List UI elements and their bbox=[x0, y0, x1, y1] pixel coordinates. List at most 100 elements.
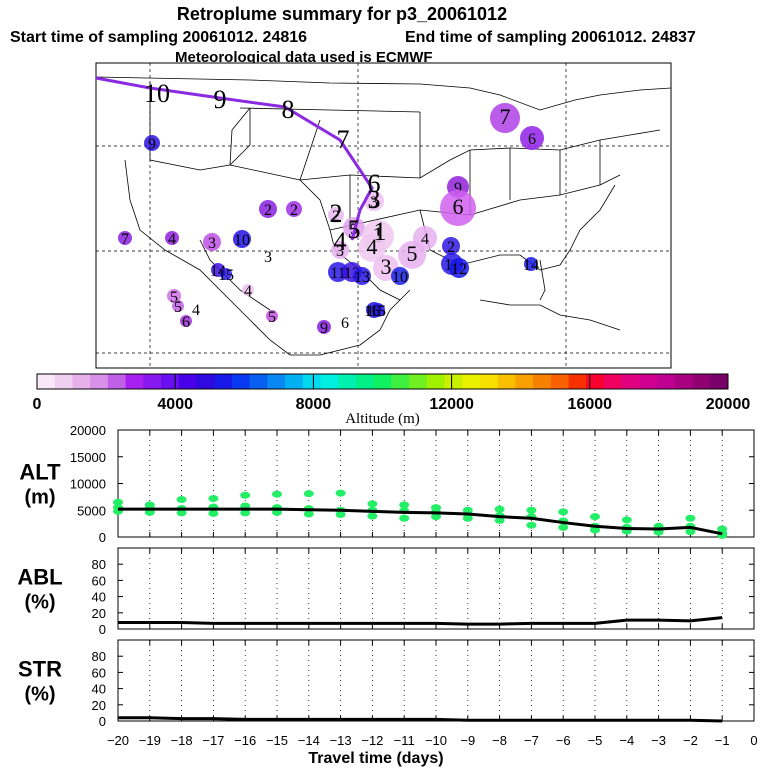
x-tick-label: −11 bbox=[394, 733, 415, 748]
plume-marker: 3 bbox=[331, 241, 349, 260]
plume-marker-label: 9 bbox=[320, 320, 328, 337]
plume-marker-circle bbox=[286, 201, 302, 217]
y-tick-label: 20000 bbox=[70, 423, 106, 438]
colorbar-swatch bbox=[373, 374, 392, 389]
x-tick-label: −4 bbox=[619, 733, 634, 748]
plume-marker: 6 bbox=[520, 126, 544, 150]
colorbar-swatch bbox=[426, 374, 446, 389]
plume-marker-label: 2 bbox=[290, 202, 298, 219]
alt-point bbox=[335, 511, 346, 519]
panel-ylabel: STR bbox=[18, 657, 62, 682]
alt-mean-line bbox=[118, 507, 723, 536]
plume-marker-label: 7 bbox=[121, 231, 129, 248]
plume-marker-circle bbox=[442, 237, 460, 255]
plume-marker-circle bbox=[317, 320, 331, 334]
trajectory-day-label: 7 bbox=[337, 125, 350, 154]
plume-marker-circle bbox=[118, 231, 132, 245]
alt-point bbox=[494, 516, 505, 524]
time-series-panels: 05000100001500020000ALT(m)020406080ABL(%… bbox=[17, 423, 757, 767]
plume-marker-label: 2 bbox=[332, 208, 340, 225]
colorbar-swatch bbox=[603, 374, 623, 389]
colorbar-tick-label: 16000 bbox=[568, 396, 613, 413]
colorbar-swatch bbox=[178, 374, 197, 389]
plume-marker: 9 bbox=[317, 320, 331, 337]
plume-marker-circle bbox=[167, 289, 181, 303]
trajectory-day-label: 10 bbox=[144, 79, 170, 108]
y-tick-label: 0 bbox=[99, 622, 106, 637]
alt-point bbox=[399, 501, 410, 509]
colorbar-tick-label: 0 bbox=[33, 396, 42, 413]
plume-marker-label: 3 bbox=[208, 235, 216, 252]
y-tick-label: 80 bbox=[92, 557, 106, 572]
alt-point bbox=[335, 489, 346, 497]
plume-marker: 15 bbox=[370, 303, 386, 320]
colorbar-swatch bbox=[391, 374, 410, 389]
colorbar-swatch bbox=[409, 374, 428, 389]
plume-marker-label: 4 bbox=[244, 283, 252, 300]
alt-point bbox=[558, 523, 569, 531]
alt-point bbox=[367, 512, 378, 520]
plume-marker: 5 bbox=[172, 299, 184, 316]
plume-marker-circle bbox=[371, 303, 385, 317]
met-source: Meteorological data used is ECMWF bbox=[175, 49, 433, 66]
plume-marker-label: 6 bbox=[528, 131, 536, 148]
y-tick-label: 20 bbox=[92, 698, 106, 713]
x-tick-label: −7 bbox=[524, 733, 539, 748]
colorbar-swatch bbox=[479, 374, 499, 389]
y-tick-label: 20 bbox=[92, 606, 106, 621]
plume-marker-circle bbox=[220, 268, 232, 280]
colorbar-tick-label: 20000 bbox=[706, 396, 751, 413]
plume-marker-circle bbox=[490, 103, 520, 133]
x-tick-label: −13 bbox=[330, 733, 352, 748]
plume-marker-label: 1 bbox=[373, 222, 384, 247]
colorbar-swatch bbox=[674, 374, 694, 389]
colorbar-swatch bbox=[107, 374, 127, 389]
colorbar-swatch bbox=[692, 374, 711, 389]
plume-marker-label: 3 bbox=[336, 243, 344, 260]
plume-marker-label: 5 bbox=[407, 241, 418, 266]
alt-point bbox=[653, 528, 664, 536]
alt-point bbox=[685, 514, 696, 522]
alt-point bbox=[240, 491, 251, 499]
plume-markers: 7699622327431035143453211121310111214151… bbox=[118, 103, 544, 337]
plume-marker: 15 bbox=[218, 267, 234, 284]
plume-marker: 2 bbox=[442, 237, 460, 256]
alt-point bbox=[462, 514, 473, 522]
y-tick-label: 40 bbox=[92, 590, 106, 605]
plume-marker-label: 3 bbox=[370, 194, 378, 211]
plume-marker: 14 bbox=[523, 257, 539, 274]
x-tick-label: −5 bbox=[588, 733, 603, 748]
plume-marker-label: 5 bbox=[174, 299, 182, 316]
x-tick-label: −8 bbox=[492, 733, 507, 748]
trajectory-day-label: 4 bbox=[334, 227, 347, 256]
alt-point bbox=[494, 505, 505, 513]
plume-marker: 3 bbox=[264, 249, 272, 266]
plume-marker-label: 12 bbox=[451, 261, 467, 278]
y-tick-label: 40 bbox=[92, 682, 106, 697]
plume-marker-label: 11 bbox=[330, 265, 345, 282]
y-tick-label: 60 bbox=[92, 665, 106, 680]
x-tick-label: −18 bbox=[171, 733, 193, 748]
plume-marker-label: 6 bbox=[182, 314, 190, 331]
alt-point bbox=[208, 494, 219, 502]
plume-marker-circle bbox=[398, 241, 426, 269]
alt-point bbox=[431, 513, 441, 521]
plume-marker-label: 15 bbox=[218, 267, 234, 284]
colorbar-swatch bbox=[143, 374, 162, 389]
colorbar-swatch bbox=[639, 374, 658, 389]
colorbar-swatch bbox=[302, 374, 321, 389]
colorbar-swatch bbox=[710, 374, 729, 389]
plume-marker: 16 bbox=[364, 303, 380, 320]
plume-marker-label: 9 bbox=[148, 136, 156, 153]
colorbar-swatch bbox=[37, 374, 56, 389]
trajectory-map: 7699622327431035143453211121310111214151… bbox=[95, 62, 672, 369]
colorbar-swatch bbox=[568, 374, 587, 389]
plume-marker-label: 15 bbox=[370, 303, 386, 320]
plume-marker: 6 bbox=[341, 315, 349, 332]
plume-marker: 4 bbox=[242, 283, 254, 300]
y-tick-label: 10000 bbox=[70, 477, 106, 492]
plume-marker-label: 5 bbox=[268, 309, 276, 326]
colorbar-swatch bbox=[196, 374, 215, 389]
y-tick-label: 5000 bbox=[77, 503, 106, 518]
